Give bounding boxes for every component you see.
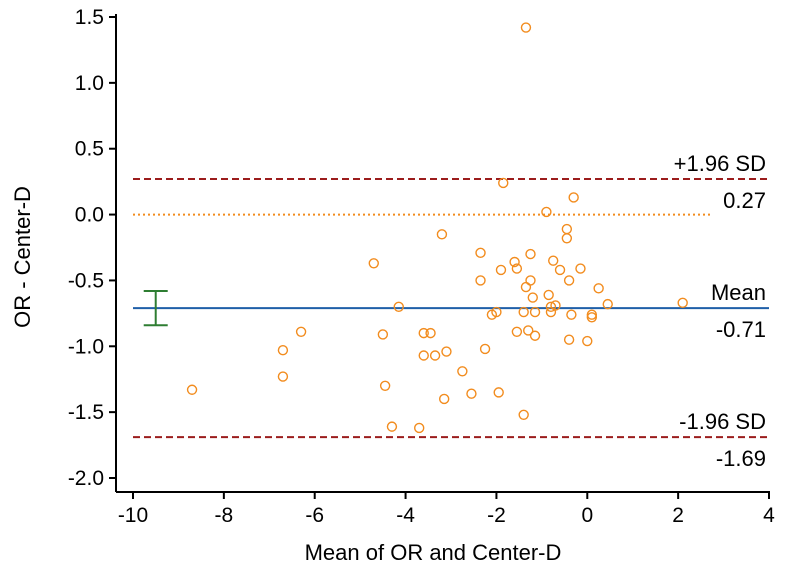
data-point xyxy=(441,346,452,357)
reference-lines xyxy=(133,178,769,439)
y-tick-label: 0.5 xyxy=(75,138,104,161)
data-point xyxy=(520,281,532,293)
data-point xyxy=(545,301,557,312)
data-point xyxy=(554,264,566,276)
data-point xyxy=(277,345,289,356)
data-point xyxy=(525,248,536,260)
data-point xyxy=(393,301,404,312)
data-point xyxy=(523,325,534,336)
data-point xyxy=(418,350,429,361)
y-tick-label: -1.0 xyxy=(68,335,104,358)
reference-line-label: +1.96 SD xyxy=(674,151,766,176)
data-point xyxy=(425,327,436,339)
x-tick-label: -2 xyxy=(487,504,506,527)
data-point xyxy=(602,298,613,310)
data-point xyxy=(541,206,552,218)
data-point xyxy=(457,366,468,377)
x-tick-label: 2 xyxy=(672,504,684,527)
y-tick-label: -1.5 xyxy=(68,401,104,424)
data-point xyxy=(475,247,486,258)
data-point xyxy=(438,393,450,405)
data-point xyxy=(518,306,529,318)
data-point xyxy=(509,256,520,268)
x-tick-label: 4 xyxy=(763,504,775,527)
y-tick-label: -0.5 xyxy=(68,269,104,292)
data-point xyxy=(493,387,504,398)
data-point xyxy=(495,264,507,276)
x-tick-label: -10 xyxy=(118,504,148,527)
x-axis-title: Mean of OR and Center-D xyxy=(305,540,562,565)
y-tick-label: 1.0 xyxy=(75,72,104,95)
data-point xyxy=(568,192,579,203)
data-point xyxy=(277,371,289,382)
data-point xyxy=(529,330,541,341)
x-tick-label: 0 xyxy=(581,504,593,527)
data-point xyxy=(368,258,379,269)
data-point xyxy=(466,388,477,399)
reference-line-label: Mean xyxy=(711,280,766,305)
data-point xyxy=(511,263,523,274)
data-point xyxy=(491,306,502,318)
data-point xyxy=(548,255,559,266)
data-point xyxy=(498,177,509,189)
data-point xyxy=(527,292,538,303)
data-point xyxy=(518,409,529,420)
data-point xyxy=(561,223,573,235)
reference-line-value: 0.27 xyxy=(723,188,766,213)
data-point xyxy=(418,327,429,339)
x-tick-label: -4 xyxy=(396,504,415,527)
data-point xyxy=(563,334,575,345)
data-point xyxy=(593,283,604,294)
data-point xyxy=(575,263,586,274)
data-point xyxy=(582,335,593,347)
reference-line-labels: +1.96 SD 0.27 Mean -0.71 -1.96 SD -1.69 xyxy=(674,151,766,471)
data-point xyxy=(379,380,391,391)
data-point xyxy=(475,275,486,286)
mean-confidence-interval xyxy=(143,289,168,327)
data-point xyxy=(561,233,573,244)
data-point xyxy=(479,343,491,355)
y-tick-label: 0.0 xyxy=(75,204,104,227)
data-point xyxy=(377,329,389,340)
data-point xyxy=(550,300,561,311)
data-point xyxy=(525,275,536,286)
data-point xyxy=(543,289,554,301)
reference-line-value: -1.69 xyxy=(716,446,766,471)
data-point xyxy=(563,275,575,286)
data-point xyxy=(586,312,598,323)
data-point xyxy=(529,306,541,318)
data-point xyxy=(677,297,688,309)
data-point xyxy=(186,384,198,395)
tick-marks: 1.5 1.0 0.5 0.0 -0.5 -1.0 -1.5 -2.0 -10 -8 -6 -4 -2 0… xyxy=(68,6,775,527)
data-point xyxy=(520,22,532,33)
data-point xyxy=(511,326,523,337)
reference-line-label: -1.96 SD xyxy=(679,409,766,434)
data-point xyxy=(586,309,598,320)
x-tick-label: -6 xyxy=(305,504,324,527)
reference-line-value: -0.71 xyxy=(716,317,766,342)
data-point xyxy=(295,326,307,337)
y-tick-label: 1.5 xyxy=(75,6,104,29)
data-point xyxy=(566,309,577,320)
data-point xyxy=(436,229,448,240)
x-tick-label: -8 xyxy=(215,504,234,527)
data-point xyxy=(414,422,425,434)
y-axis-title: OR - Center-D xyxy=(10,186,35,328)
y-tick-label: -2.0 xyxy=(68,467,104,490)
data-point xyxy=(429,350,441,361)
data-point xyxy=(386,421,398,432)
data-points xyxy=(186,22,688,434)
axes xyxy=(115,14,770,493)
